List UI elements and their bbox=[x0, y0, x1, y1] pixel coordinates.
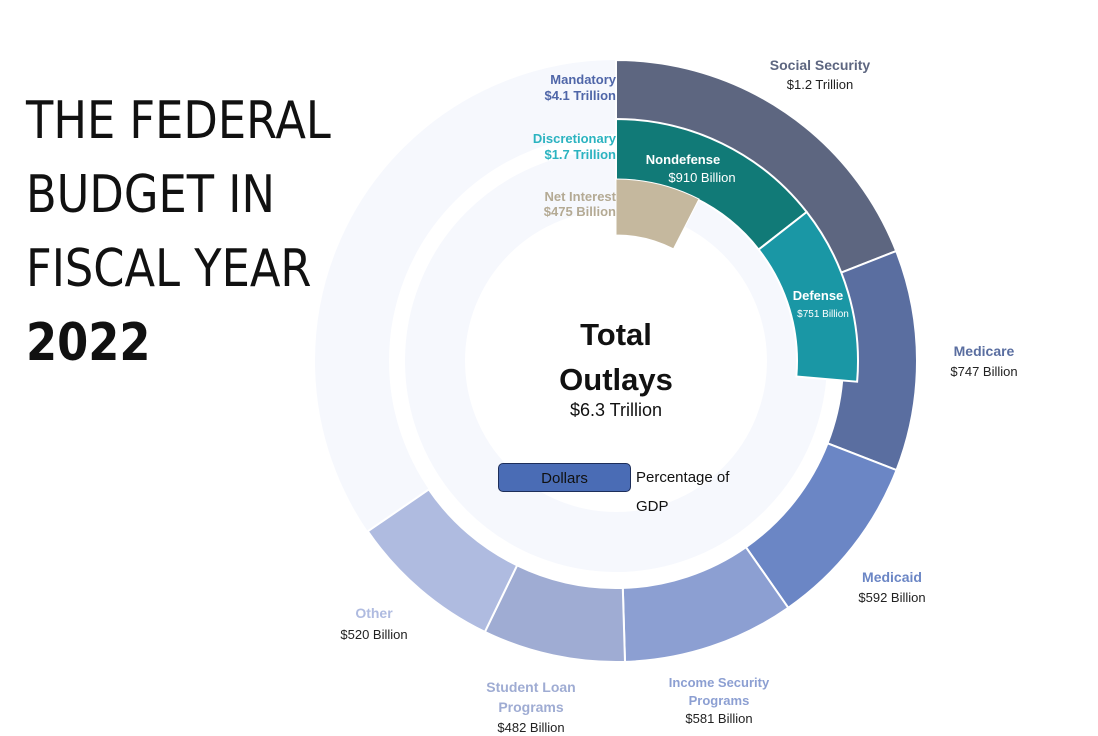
page-title: THE FEDERAL BUDGET IN FISCAL YEAR 2022 bbox=[26, 84, 331, 380]
title-line-3: FISCAL YEAR bbox=[26, 239, 312, 299]
label-defense-value: $751 Billion bbox=[797, 309, 849, 320]
label-defense: Defense bbox=[793, 288, 844, 303]
label-student-loan-line1: Student Loan bbox=[486, 679, 575, 695]
segment-other[interactable] bbox=[366, 488, 519, 634]
label-income-security-line1: Income Security bbox=[669, 675, 770, 690]
label-net-interest: Net Interest bbox=[544, 189, 616, 204]
label-student-loan-line2: Programs bbox=[498, 699, 564, 715]
center-title-line1: Total bbox=[580, 317, 652, 352]
dollars-toggle-button[interactable]: Dollars bbox=[498, 463, 631, 492]
label-social-security-value: $1.2 Trillion bbox=[787, 77, 853, 92]
label-net-interest-value: $475 Billion bbox=[544, 204, 616, 219]
title-line-2: BUDGET IN bbox=[26, 165, 275, 225]
label-other: Other bbox=[355, 605, 393, 621]
title-year: 2022 bbox=[26, 313, 151, 373]
label-medicaid-value: $592 Billion bbox=[858, 590, 925, 605]
label-mandatory: Mandatory bbox=[550, 72, 617, 87]
percentage-of-gdp-toggle-button[interactable]: Percentage of GDP bbox=[636, 469, 730, 515]
label-medicare-value: $747 Billion bbox=[950, 364, 1017, 379]
label-nondefense: Nondefense bbox=[646, 152, 720, 167]
label-mandatory-value: $4.1 Trillion bbox=[544, 88, 616, 103]
label-student-loan-value: $482 Billion bbox=[497, 720, 564, 735]
label-social-security: Social Security bbox=[770, 57, 871, 73]
segment-defense[interactable] bbox=[757, 210, 859, 383]
label-medicare: Medicare bbox=[954, 343, 1015, 359]
label-income-security-line2: Programs bbox=[689, 693, 750, 708]
label-discretionary: Discretionary bbox=[533, 131, 617, 146]
center-total-value: $6.3 Trillion bbox=[570, 400, 662, 420]
center-title-line2: Outlays bbox=[559, 362, 673, 397]
label-medicaid: Medicaid bbox=[862, 569, 922, 585]
label-income-security-value: $581 Billion bbox=[685, 711, 752, 726]
center-disk bbox=[490, 235, 742, 487]
label-other-value: $520 Billion bbox=[340, 627, 407, 642]
label-nondefense-value: $910 Billion bbox=[668, 170, 735, 185]
label-discretionary-value: $1.7 Trillion bbox=[544, 147, 616, 162]
title-line-1: THE FEDERAL bbox=[26, 91, 331, 151]
